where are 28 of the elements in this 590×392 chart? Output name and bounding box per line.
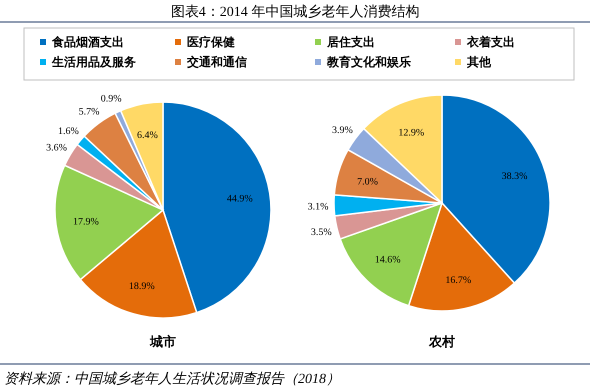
data-label: 7.0% <box>357 176 378 188</box>
data-label: 16.7% <box>445 275 472 286</box>
data-label: 17.9% <box>73 216 99 228</box>
legend-label: 食品烟酒支出 <box>51 35 124 49</box>
data-label: 5.7% <box>78 106 100 118</box>
legend-label: 交通和通信 <box>186 55 247 69</box>
data-label: 38.3% <box>502 171 528 182</box>
legend-label: 生活用品及服务 <box>51 55 136 69</box>
data-label: 0.9% <box>100 93 122 104</box>
legend-label: 其他 <box>466 55 492 69</box>
chart-title: 图表4：2014 年中国城乡老年人消费结构 <box>170 4 420 20</box>
data-label: 3.5% <box>310 227 332 238</box>
text: 农村 <box>428 334 455 349</box>
text: 资料来源：中国城乡老年人生活状况调查报告（2018） <box>4 371 340 387</box>
data-label: 12.9% <box>398 128 424 139</box>
legend-label: 医疗保健 <box>187 35 235 49</box>
legend-label: 教育文化和娱乐 <box>326 55 411 69</box>
data-label: 3.9% <box>332 125 353 136</box>
data-label: 1.6% <box>58 126 79 137</box>
legend-label: 衣着支出 <box>466 35 515 49</box>
data-label: 3.1% <box>308 202 328 213</box>
text: 城市 <box>149 334 176 349</box>
data-label: 3.6% <box>46 142 68 154</box>
data-label: 14.6% <box>374 254 401 266</box>
data-label: 44.9% <box>226 194 253 205</box>
legend-label: 居住支出 <box>326 35 375 49</box>
data-label: 18.9% <box>128 280 155 292</box>
data-label: 6.4% <box>137 130 158 141</box>
